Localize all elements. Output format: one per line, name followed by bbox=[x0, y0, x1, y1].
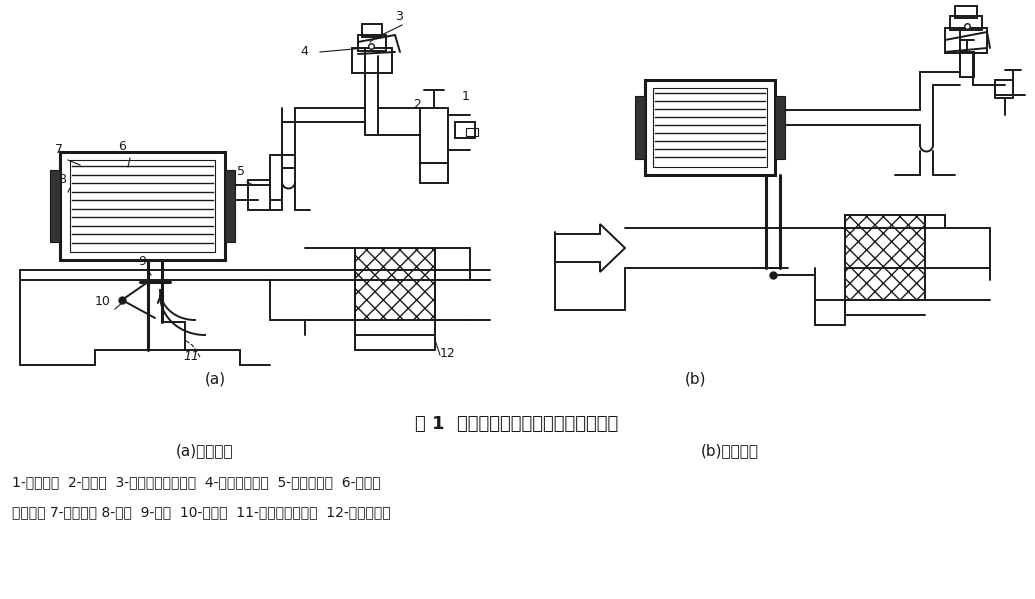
Bar bbox=[653, 88, 767, 167]
Bar bbox=[420, 108, 448, 163]
Text: 9: 9 bbox=[138, 255, 146, 268]
Text: 动器外壳 7-膜片弹簧 8-膜片  9-拉杆  10-控制阀  11-热空气金属软管  12-空气滤清器: 动器外壳 7-膜片弹簧 8-膜片 9-拉杆 10-控制阀 11-热空气金属软管 … bbox=[12, 505, 390, 519]
Bar bbox=[355, 248, 435, 320]
Bar bbox=[995, 80, 1013, 98]
Text: (b)进冷空气: (b)进冷空气 bbox=[701, 443, 759, 458]
Text: 1: 1 bbox=[462, 90, 470, 103]
Text: 图 1  进气恒温控制系统结构及工作原理: 图 1 进气恒温控制系统结构及工作原理 bbox=[415, 415, 619, 433]
Polygon shape bbox=[555, 224, 625, 272]
Bar bbox=[845, 215, 925, 300]
Bar bbox=[950, 16, 982, 30]
Text: 8: 8 bbox=[58, 173, 66, 186]
Text: 2: 2 bbox=[413, 98, 421, 111]
Bar bbox=[775, 96, 785, 159]
Text: (a)进热空气: (a)进热空气 bbox=[176, 443, 234, 458]
Text: 7: 7 bbox=[55, 143, 63, 156]
Bar bbox=[466, 128, 478, 136]
Bar bbox=[960, 52, 974, 77]
Text: 1-真空软管  2-单向阀  3-温控开关感温元件  4-温控开关阀门  5-反向延迟阀  6-真空驱: 1-真空软管 2-单向阀 3-温控开关感温元件 4-温控开关阀门 5-反向延迟阀… bbox=[12, 475, 381, 489]
Bar bbox=[635, 96, 645, 159]
Bar bbox=[50, 170, 60, 242]
Text: 5: 5 bbox=[237, 165, 245, 178]
Bar bbox=[60, 152, 225, 260]
Text: 3: 3 bbox=[395, 10, 403, 23]
Text: 12: 12 bbox=[440, 347, 455, 360]
Bar bbox=[362, 24, 382, 37]
Text: 4: 4 bbox=[300, 45, 307, 58]
Bar bbox=[248, 180, 270, 210]
Text: 6: 6 bbox=[118, 140, 126, 153]
Text: 11: 11 bbox=[183, 350, 199, 363]
Bar bbox=[645, 80, 775, 175]
Bar bbox=[945, 28, 987, 53]
Bar bbox=[955, 6, 977, 18]
Text: (a): (a) bbox=[205, 371, 226, 386]
Text: (b): (b) bbox=[684, 371, 706, 386]
Bar bbox=[70, 160, 215, 252]
Bar bbox=[358, 35, 386, 51]
Bar bbox=[455, 122, 475, 138]
Bar bbox=[420, 163, 448, 183]
Text: 10: 10 bbox=[95, 295, 111, 308]
Bar bbox=[352, 48, 392, 73]
Bar bbox=[225, 170, 235, 242]
